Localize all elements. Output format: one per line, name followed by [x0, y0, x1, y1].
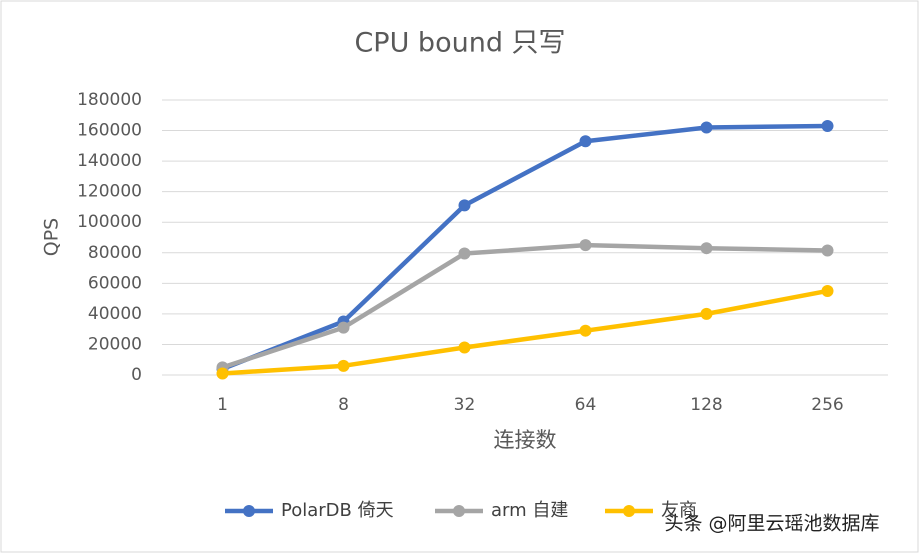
data-point	[337, 321, 350, 334]
y-tick-label: 160000	[77, 121, 142, 141]
y-tick-label: 20000	[88, 334, 142, 354]
data-point	[821, 244, 834, 257]
data-point	[700, 242, 713, 255]
data-point	[458, 341, 471, 354]
y-tick-label: 140000	[77, 151, 142, 171]
y-tick-label: 60000	[88, 273, 142, 293]
x-tick-label: 128	[690, 395, 722, 415]
y-axis-title: QPS	[41, 218, 63, 256]
data-point	[579, 239, 592, 252]
data-point	[700, 307, 713, 320]
x-axis-title: 连接数	[494, 428, 557, 452]
x-tick-label: 8	[338, 395, 349, 415]
x-tick-label: 64	[575, 395, 597, 415]
watermark: 头条 @阿里云瑶池数据库	[664, 513, 879, 535]
y-tick-label: 100000	[77, 212, 142, 232]
y-tick-label: 80000	[88, 243, 142, 263]
data-point	[821, 119, 834, 132]
data-point	[821, 284, 834, 297]
legend-label: arm 自建	[491, 500, 568, 521]
series-line	[222, 288, 828, 376]
y-tick-label: 40000	[88, 304, 142, 324]
x-tick-label: 1	[217, 395, 228, 415]
y-tick-label: 120000	[77, 182, 142, 202]
data-point	[458, 199, 471, 212]
legend-label: PolarDB 倚天	[281, 500, 394, 521]
y-tick-label: 180000	[77, 90, 142, 110]
y-tick-label: 0	[131, 365, 142, 385]
data-point	[337, 359, 350, 372]
legend-marker	[623, 505, 635, 517]
series-line	[221, 123, 828, 371]
data-point	[216, 367, 229, 380]
chart-title: CPU bound 只写	[354, 28, 565, 59]
legend-marker	[243, 505, 255, 517]
data-point	[579, 324, 592, 337]
x-tick-label: 32	[454, 395, 476, 415]
data-point	[458, 247, 471, 260]
legend-marker	[453, 505, 465, 517]
series-line	[221, 242, 828, 370]
data-point	[579, 135, 592, 148]
x-tick-label: 256	[811, 395, 843, 415]
data-point	[700, 121, 713, 134]
legend-label: 友商	[661, 500, 697, 521]
